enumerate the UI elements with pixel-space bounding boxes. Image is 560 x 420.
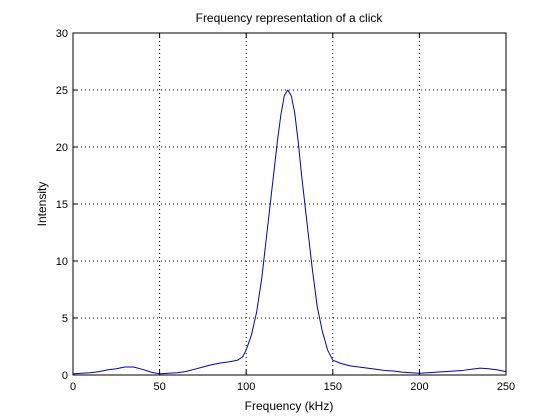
tick-layer: 0 50 100 150 200 250 0 5 10 15 20 25 30 [56,28,515,393]
x-tick-label: 50 [153,381,165,393]
y-tick-label: 30 [56,28,68,40]
chart-title: Frequency representation of a click [196,11,384,25]
x-tick-label: 200 [410,381,428,393]
y-axis-label: Intensity [35,182,49,227]
y-tick-label: 0 [62,370,68,382]
y-tick-label: 10 [56,256,68,268]
x-tick-label: 100 [237,381,255,393]
grid-layer [73,33,506,375]
x-tick-label: 250 [497,381,515,393]
y-tick-label: 25 [56,85,68,97]
x-axis-label: Frequency (kHz) [245,399,334,413]
x-tick-label: 150 [324,381,342,393]
y-tick-label: 15 [56,199,68,211]
y-tick-label: 20 [56,142,68,154]
y-tick-label: 5 [62,313,68,325]
x-tick-label: 0 [70,381,76,393]
